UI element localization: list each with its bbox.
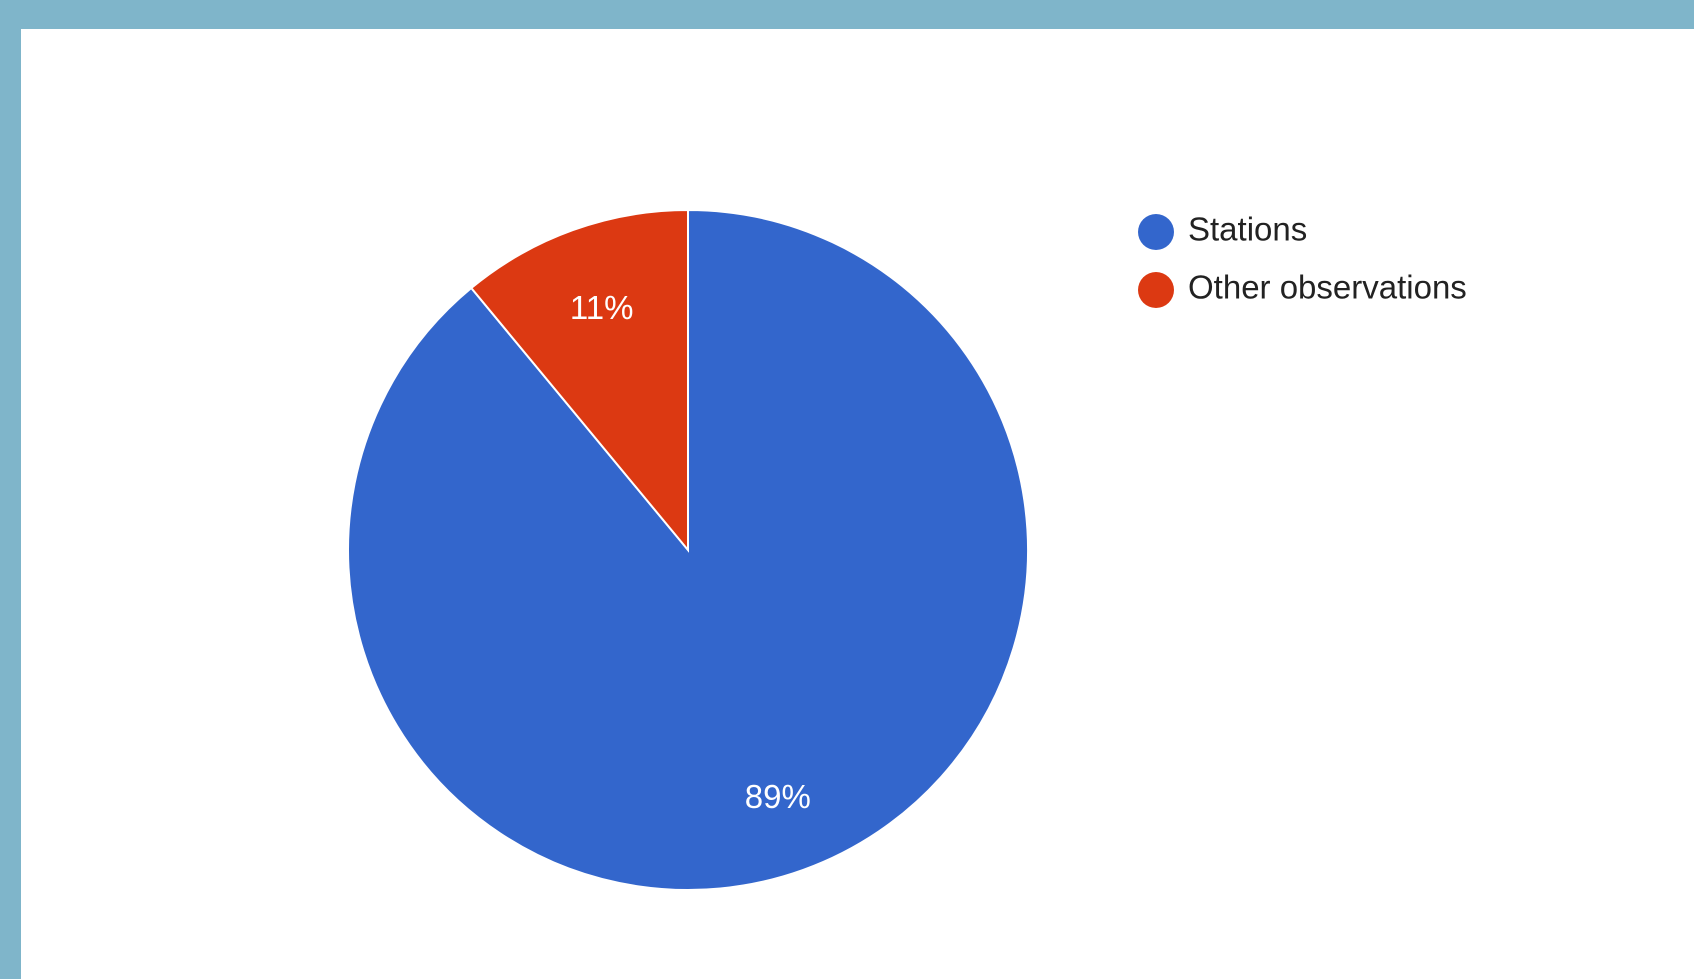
legend-swatch: [1138, 272, 1174, 308]
slice-value-label: 89%: [745, 778, 811, 815]
slice-value-label: 11%: [570, 289, 634, 326]
legend-label: Other observations: [1188, 269, 1467, 306]
legend-label: Stations: [1188, 211, 1307, 248]
pie-chart: 89% 11% Stations Other observations: [347, 208, 1467, 891]
pie-slice-other-observations[interactable]: [469, 208, 689, 553]
legend-swatch: [1138, 214, 1174, 250]
chart-panel: 89% 11% Stations Other observations: [21, 29, 1694, 979]
pie-slices: [347, 208, 1029, 891]
pie-slice-labels: 89% 11%: [570, 289, 811, 815]
legend: Stations Other observations: [1138, 211, 1467, 308]
